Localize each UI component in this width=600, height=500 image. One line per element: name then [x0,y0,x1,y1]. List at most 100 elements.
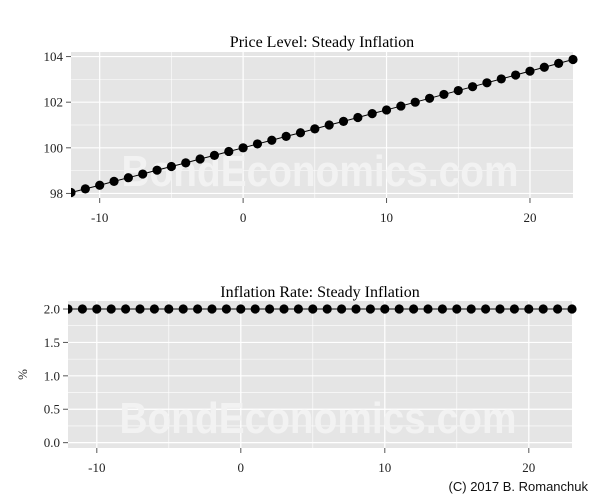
data-point [452,304,462,314]
data-point [509,304,519,314]
panel-title: Inflation Rate: Steady Inflation [220,284,420,301]
data-point [138,169,148,179]
data-point [308,304,318,314]
data-point [68,304,73,314]
data-point [396,101,406,111]
y-tick-label: 100 [44,140,64,155]
data-point [539,62,549,72]
data-point [410,97,420,107]
data-point [77,304,87,314]
y-tick-label: 102 [44,95,64,110]
inflation-rate-panel: BondEconomics.com Inflation Rate: Steady … [15,284,577,475]
data-point [554,58,564,69]
data-point [553,304,563,314]
data-point [453,85,463,96]
data-point [322,304,332,314]
panel-title: Price Level: Steady Inflation [230,34,414,51]
data-point [152,165,162,175]
data-point [293,304,303,314]
data-point [367,108,377,119]
data-point [279,304,289,314]
data-point [224,146,234,157]
data-point [123,173,133,183]
data-point [538,304,548,314]
watermark: BondEconomics.com [122,147,519,196]
data-point [466,304,476,314]
data-point [80,184,90,194]
data-point [468,82,478,92]
data-series [68,304,577,314]
data-point [365,304,375,314]
data-point [439,89,449,100]
y-tick-label: 0.0 [44,435,60,450]
data-point [353,112,363,123]
data-point [92,304,102,314]
x-tick-label: 20 [522,460,535,475]
data-point [149,304,159,314]
data-point [482,78,492,88]
y-tick-label: 1.5 [44,335,60,350]
y-tick-label: 2.0 [44,302,60,317]
data-point [495,304,505,314]
y-tick-label: 104 [44,49,64,64]
data-point [423,304,433,314]
data-point [267,135,277,145]
data-point [310,124,320,134]
data-point [481,304,491,314]
data-point [252,139,263,149]
y-tick-label: 0.5 [44,402,60,417]
y-tick-label: 98 [50,186,63,201]
data-point [236,304,246,314]
copyright-credit: (C) 2017 B. Romanchuk [448,479,588,494]
data-point [437,304,447,314]
x-tick-label: 0 [238,460,245,475]
x-tick-label: -10 [88,460,105,475]
data-series [71,54,578,198]
data-point [178,304,188,314]
data-point [351,304,361,314]
data-point [381,105,392,115]
data-point [524,304,534,314]
data-point [295,128,306,138]
data-point [394,304,404,314]
data-point [265,304,275,314]
x-tick-label: 0 [240,210,247,225]
x-tick-label: 10 [378,460,391,475]
data-point [95,180,105,190]
data-point [250,304,260,314]
data-point [164,304,174,314]
data-point [71,187,76,198]
data-point [195,154,205,164]
data-point [181,158,191,168]
data-point [209,150,220,160]
price-level-panel: BondEconomics.com Price Level: Steady Inf… [44,34,578,225]
data-point [511,70,521,80]
watermark: BondEconomics.com [120,394,517,443]
data-point [324,120,334,130]
data-point [135,304,145,314]
data-point [567,304,577,314]
data-point [337,304,347,314]
data-point [409,304,419,314]
data-point [166,161,176,172]
data-point [207,304,217,314]
y-axis-label: % [15,369,30,380]
data-point [380,304,390,314]
data-point [424,93,435,103]
data-point [338,116,349,126]
x-tick-label: 10 [380,210,393,225]
data-point [568,54,578,65]
data-point [221,304,231,314]
data-point [106,304,116,314]
data-point [281,131,291,142]
data-point [193,304,203,314]
x-tick-label: 20 [523,210,536,225]
data-point [525,66,535,76]
y-tick-label: 1.0 [44,368,60,383]
x-tick-label: -10 [91,210,108,225]
data-point [121,304,131,314]
data-point [238,143,248,153]
data-point [496,74,506,84]
data-point [109,176,119,186]
